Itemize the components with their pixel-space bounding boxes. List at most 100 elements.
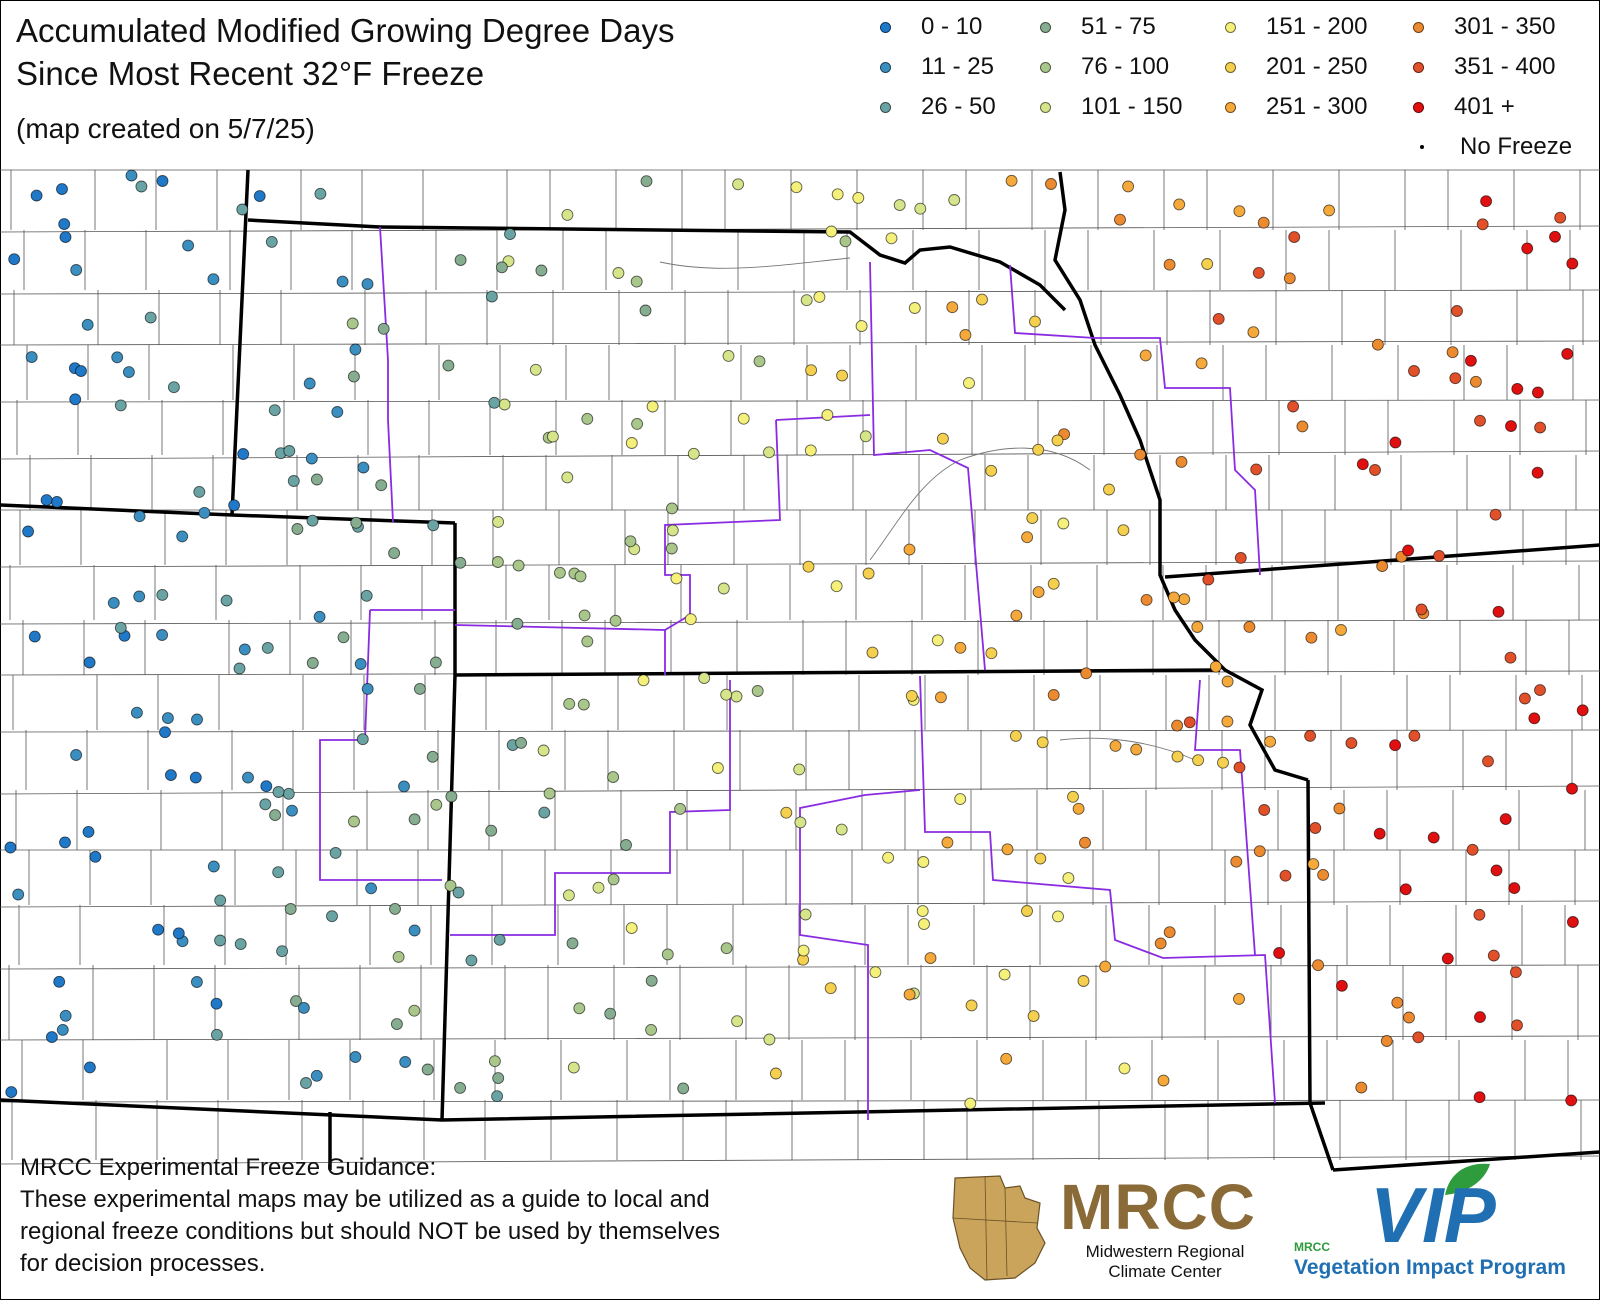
legend-item-401-plus: 401 +	[1413, 92, 1515, 122]
station-marker	[916, 905, 929, 918]
station-marker	[965, 999, 978, 1012]
station-marker	[1566, 916, 1579, 928]
station-marker	[893, 199, 906, 212]
station-marker	[1140, 593, 1153, 606]
station-marker	[1380, 1035, 1393, 1047]
station-marker	[485, 290, 498, 303]
vip-wordmark: VIP	[1370, 1171, 1496, 1259]
station-marker	[1201, 258, 1214, 270]
station-marker	[1005, 174, 1018, 187]
station-marker	[495, 261, 508, 274]
station-marker	[737, 412, 750, 425]
platte-river	[659, 257, 1091, 561]
station-marker	[946, 301, 959, 314]
station-marker	[336, 275, 349, 288]
station-marker	[498, 398, 511, 411]
station-marker	[802, 560, 815, 573]
station-marker	[1052, 910, 1064, 923]
station-marker	[1103, 483, 1115, 496]
station-marker	[1234, 551, 1247, 564]
station-marker	[75, 365, 87, 378]
station-marker	[408, 813, 421, 826]
station-marker	[314, 187, 327, 200]
legend-swatch	[1413, 61, 1424, 73]
station-marker	[1079, 836, 1091, 849]
station-marker	[1489, 508, 1502, 521]
station-marker	[238, 643, 251, 656]
ok-tx-border	[1332, 1150, 1600, 1172]
station-marker	[1288, 231, 1301, 244]
station-marker	[637, 674, 650, 687]
station-marker	[839, 235, 852, 248]
station-marker	[408, 1004, 421, 1017]
station-marker	[189, 771, 202, 784]
station-marker	[1047, 577, 1060, 590]
legend-item-no-freeze: No Freeze	[1416, 132, 1572, 162]
station-marker	[1369, 464, 1381, 476]
legend-swatch	[880, 101, 891, 113]
station-marker	[69, 393, 82, 406]
mrcc-subtitle: Midwestern Regional Climate Center	[1085, 1242, 1245, 1281]
station-marker	[1021, 531, 1034, 544]
station-marker	[563, 697, 576, 710]
station-marker	[1446, 346, 1459, 359]
disclaimer-note: MRCC Experimental Freeze Guidance: These…	[20, 1152, 900, 1280]
station-marker	[290, 995, 302, 1008]
station-marker	[941, 836, 954, 849]
station-marker	[236, 203, 249, 216]
ne-ks-border	[454, 668, 1221, 677]
station-marker	[1252, 266, 1265, 279]
station-marker	[1492, 605, 1505, 618]
station-marker	[361, 278, 374, 291]
station-marker	[985, 464, 998, 477]
station-marker	[389, 902, 401, 915]
station-marker	[122, 366, 135, 379]
station-marker	[1221, 675, 1234, 688]
station-marker	[1173, 198, 1186, 211]
station-marker	[210, 1028, 223, 1041]
station-marker	[1389, 739, 1402, 752]
station-marker	[491, 556, 504, 568]
station-marker	[59, 836, 71, 849]
station-marker	[825, 225, 838, 238]
station-marker	[1257, 216, 1270, 229]
station-marker	[207, 860, 220, 873]
station-marker	[866, 646, 879, 659]
station-marker	[1099, 960, 1112, 973]
legend-swatch	[1225, 61, 1236, 73]
station-marker	[577, 698, 590, 711]
vip-subtitle: Vegetation Impact Program	[1294, 1256, 1566, 1279]
station-marker	[1427, 831, 1440, 844]
station-marker	[1171, 719, 1184, 732]
station-marker	[581, 412, 594, 425]
station-marker	[731, 1015, 744, 1028]
station-marker	[445, 790, 458, 803]
station-marker	[931, 634, 944, 647]
station-marker	[1335, 624, 1347, 636]
legend-item-51-75: 51 - 75	[1040, 12, 1156, 42]
station-marker	[286, 804, 298, 817]
station-marker	[492, 1072, 505, 1085]
station-marker	[313, 610, 326, 623]
station-marker	[156, 175, 169, 187]
station-marker	[426, 750, 439, 763]
station-marker	[214, 934, 227, 947]
station-marker	[674, 802, 687, 815]
station-marker	[82, 825, 95, 838]
station-marker	[161, 712, 174, 725]
station-marker	[1511, 1019, 1523, 1032]
station-marker	[612, 267, 625, 279]
station-marker	[1163, 926, 1176, 939]
station-marker	[427, 519, 440, 532]
station-marker	[220, 594, 233, 607]
station-marker	[253, 190, 266, 203]
station-marker	[799, 908, 812, 921]
station-marker	[1287, 400, 1300, 413]
note-line: regional freeze conditions but should NO…	[20, 1218, 720, 1245]
station-marker	[1408, 729, 1421, 742]
station-marker	[1389, 436, 1402, 449]
station-marker	[936, 432, 949, 445]
station-marker	[59, 1009, 72, 1022]
station-marker	[228, 499, 241, 512]
